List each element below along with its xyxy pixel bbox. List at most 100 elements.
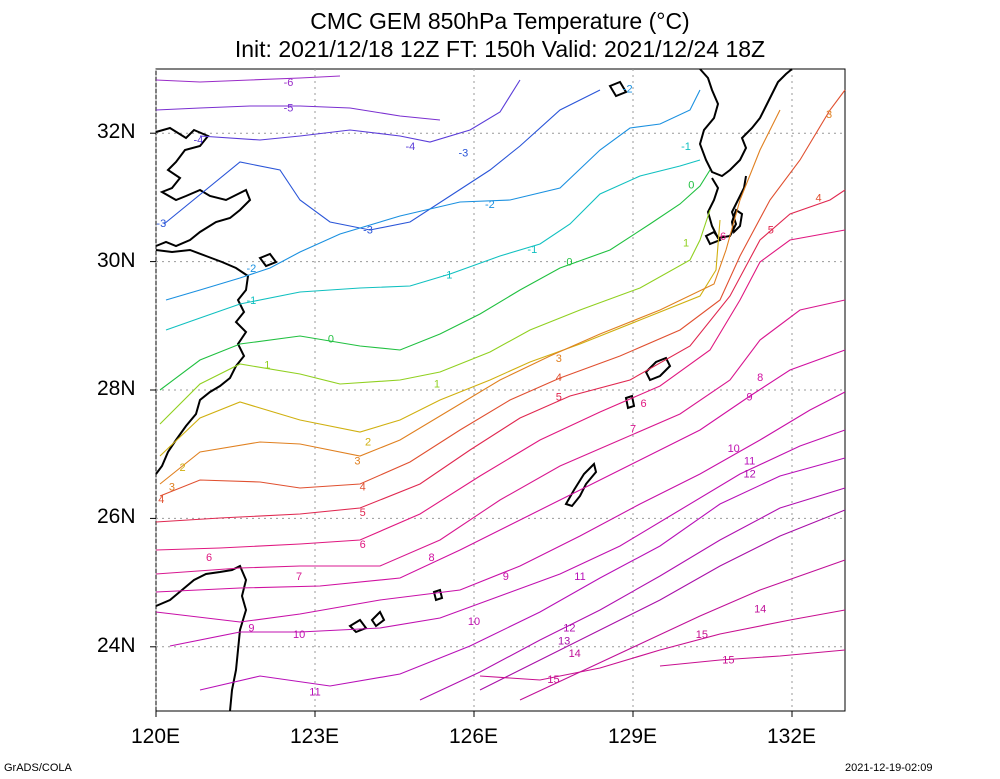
contour-label: 1 [683,237,689,249]
isotherm-1 [159,209,711,425]
island-okinawa [564,462,598,508]
contour-label: -4 [194,135,204,147]
isotherm-7 [155,299,846,575]
contour-label: 6 [206,552,212,564]
contour-label: 6 [641,398,647,410]
island-goto [608,80,628,98]
contour-label: 14 [569,648,581,660]
contour-label: -1 [247,295,257,307]
contour-label: 0 [328,334,334,346]
contour-labels: -6-5-4-4-3-3-3-2-2-2-1-1-1-1000111223333… [156,77,832,699]
isotherm-11 [199,457,846,691]
isotherm-13 [479,509,846,691]
contour-label: 7 [630,424,636,436]
y-tick-label: 24N [97,633,136,657]
isotherm-15b [659,649,846,667]
coast-kyushu [698,68,793,178]
x-tick-label: 123E [290,725,340,748]
contour-label: 10 [728,443,740,455]
isotherm-4 [159,89,846,497]
contour-label: 14 [754,603,766,615]
island-zhoushan [258,252,278,268]
contour-label: 15 [722,655,734,667]
contour-label: 3 [556,353,562,365]
isotherm-2 [159,219,721,457]
contour-label: 10 [293,629,305,641]
contour-label: 12 [743,468,755,480]
island-jeju-south [624,394,636,410]
contour-label: 0 [566,257,572,269]
coast-china-zhejiang [155,248,250,475]
isotherm-12 [419,487,846,701]
island-iriomote [370,610,386,628]
contour-label: -1 [681,141,691,153]
contour-label: 4 [815,192,821,204]
contour-label: 7 [296,571,302,583]
contour-label: -5 [284,103,294,115]
coast-kyushu-south [706,175,747,240]
contour-label: -2 [247,263,257,275]
contour-label: 8 [429,552,435,564]
isotherm-m6 [155,75,341,83]
contour-label: 9 [747,391,753,403]
contour-label: 3 [169,481,175,493]
isotherm-m3 [163,89,601,231]
contour-label: -3 [156,218,166,230]
x-tick-label: 126E [449,725,499,748]
island-tanegashima [730,208,744,235]
isotherm-m4 [199,79,521,143]
contour-label: 13 [558,635,570,647]
contour-label: 1 [434,379,440,391]
contour-label: 2 [179,462,185,474]
x-tick-label: 129E [608,725,658,748]
map-subtitle: Init: 2021/12/18 12Z FT: 150h Valid: 202… [234,36,766,62]
contour-label: 8 [757,372,763,384]
contour-label: 10 [468,616,480,628]
contour-label: -2 [485,199,495,211]
contour-label: 5 [360,507,366,519]
map-title: CMC GEM 850hPa Temperature (°C) [310,8,690,34]
contour-label: 6 [720,231,726,243]
y-tick-label: 32N [97,120,136,144]
contour-label: 5 [556,391,562,403]
contour-label: 9 [503,571,509,583]
isotherm-6 [155,229,846,551]
contour-label: 15 [696,629,708,641]
contour-label: 4 [556,372,562,384]
isotherm-5 [155,189,846,523]
contour-label: 3 [354,456,360,468]
contour-label: 11 [574,571,585,583]
contour-label: 6 [360,539,366,551]
contour-label: -1 [443,269,453,281]
contour-label: -6 [284,77,294,89]
isotherm-10 [169,429,846,647]
island-miyako [432,588,444,602]
contour-label: -1 [527,244,537,256]
island-yaku [704,230,722,246]
y-tick-label: 28N [97,377,136,400]
contour-label: 4 [158,494,164,506]
footer-software: GrADS/COLA [4,762,72,774]
contour-label: -2 [623,83,633,95]
contour-label: 4 [360,481,366,493]
isotherm-m2 [165,89,701,301]
isotherm-m1 [165,159,701,331]
contour-label: 1 [264,359,270,371]
isotherm-8 [155,349,846,593]
coast-taiwan [155,564,248,712]
island-ishigaki [348,618,368,634]
axis-ticks [150,132,793,717]
map-grid [155,69,845,711]
isotherm-3 [159,109,781,485]
footer-timestamp: 2021-12-19-02:09 [845,762,933,774]
contour-label: 12 [563,623,575,635]
contour-label: 0 [688,180,694,192]
x-tick-label: 120E [131,725,181,748]
isotherm-contours [155,75,846,701]
y-tick-label: 30N [97,248,136,272]
coastlines [155,68,793,712]
contour-label: -3 [363,225,373,237]
isotherm-m5 [155,105,441,121]
x-tick-label: 132E [767,725,817,748]
